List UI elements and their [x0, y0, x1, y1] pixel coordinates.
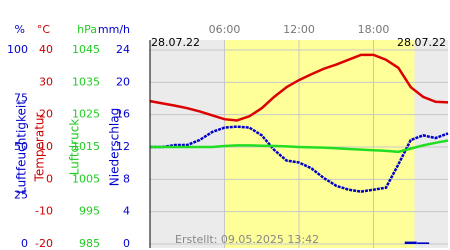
- daylight: [224, 40, 415, 248]
- y-tick-label: -10: [35, 205, 53, 218]
- y-tick-label: 1045: [72, 43, 100, 56]
- y-tick-label: 100: [7, 43, 28, 56]
- axis-title: Luftfeuchtigkeit: [15, 100, 29, 194]
- y-tick-label: 40: [39, 43, 53, 56]
- y-tick-label: 0: [21, 237, 28, 250]
- y-tick-label: 0: [123, 237, 130, 250]
- y-tick-label: 50: [14, 140, 28, 153]
- y-tick-label: 985: [79, 237, 100, 250]
- y-tick-label: 12: [116, 140, 130, 153]
- date-start: 28.07.22: [151, 36, 200, 49]
- y-tick-label: 995: [79, 205, 100, 218]
- date-end: 28.07.22: [397, 36, 446, 49]
- axis-title: Temperatur: [33, 112, 47, 182]
- axis-unit: %: [15, 23, 25, 36]
- y-tick-label: 1035: [72, 75, 100, 88]
- y-tick-label: 24: [116, 43, 130, 56]
- precipitation-bar: [404, 241, 417, 244]
- y-tick-label: 10: [39, 140, 53, 153]
- y-tick-label: 1025: [72, 108, 100, 121]
- precipitation-bar: [417, 242, 430, 244]
- y-tick-label: 25: [14, 189, 28, 202]
- y-tick-label: 8: [123, 172, 130, 185]
- axis-title: Niederschlag: [108, 108, 122, 186]
- y-tick-label: 4: [123, 205, 130, 218]
- y-tick-label: 20: [39, 108, 53, 121]
- y-tick-label: 30: [39, 75, 53, 88]
- y-tick-label: 1005: [72, 172, 100, 185]
- axis-unit: hPa: [77, 23, 97, 36]
- axis-unit: °C: [37, 23, 51, 36]
- series-line: [150, 139, 449, 154]
- y-tick-label: 75: [14, 92, 28, 105]
- y-tick-label: 20: [116, 75, 130, 88]
- x-tick-label: 06:00: [209, 23, 241, 36]
- x-tick-label: 12:00: [283, 23, 315, 36]
- y-tick-label: -20: [35, 237, 53, 250]
- series-line: [150, 125, 449, 193]
- x-tick-label: 18:00: [358, 23, 390, 36]
- axis-unit: mm/h: [98, 23, 130, 36]
- series-line: [149, 53, 449, 122]
- y-tick-label: 1015: [72, 140, 100, 153]
- axis-title: Luftdruck: [68, 119, 82, 176]
- y-tick-label: 0: [46, 172, 53, 185]
- y-tick-label: 16: [116, 108, 130, 121]
- footnote: Erstellt: 09.05.2025 13:42: [175, 233, 319, 246]
